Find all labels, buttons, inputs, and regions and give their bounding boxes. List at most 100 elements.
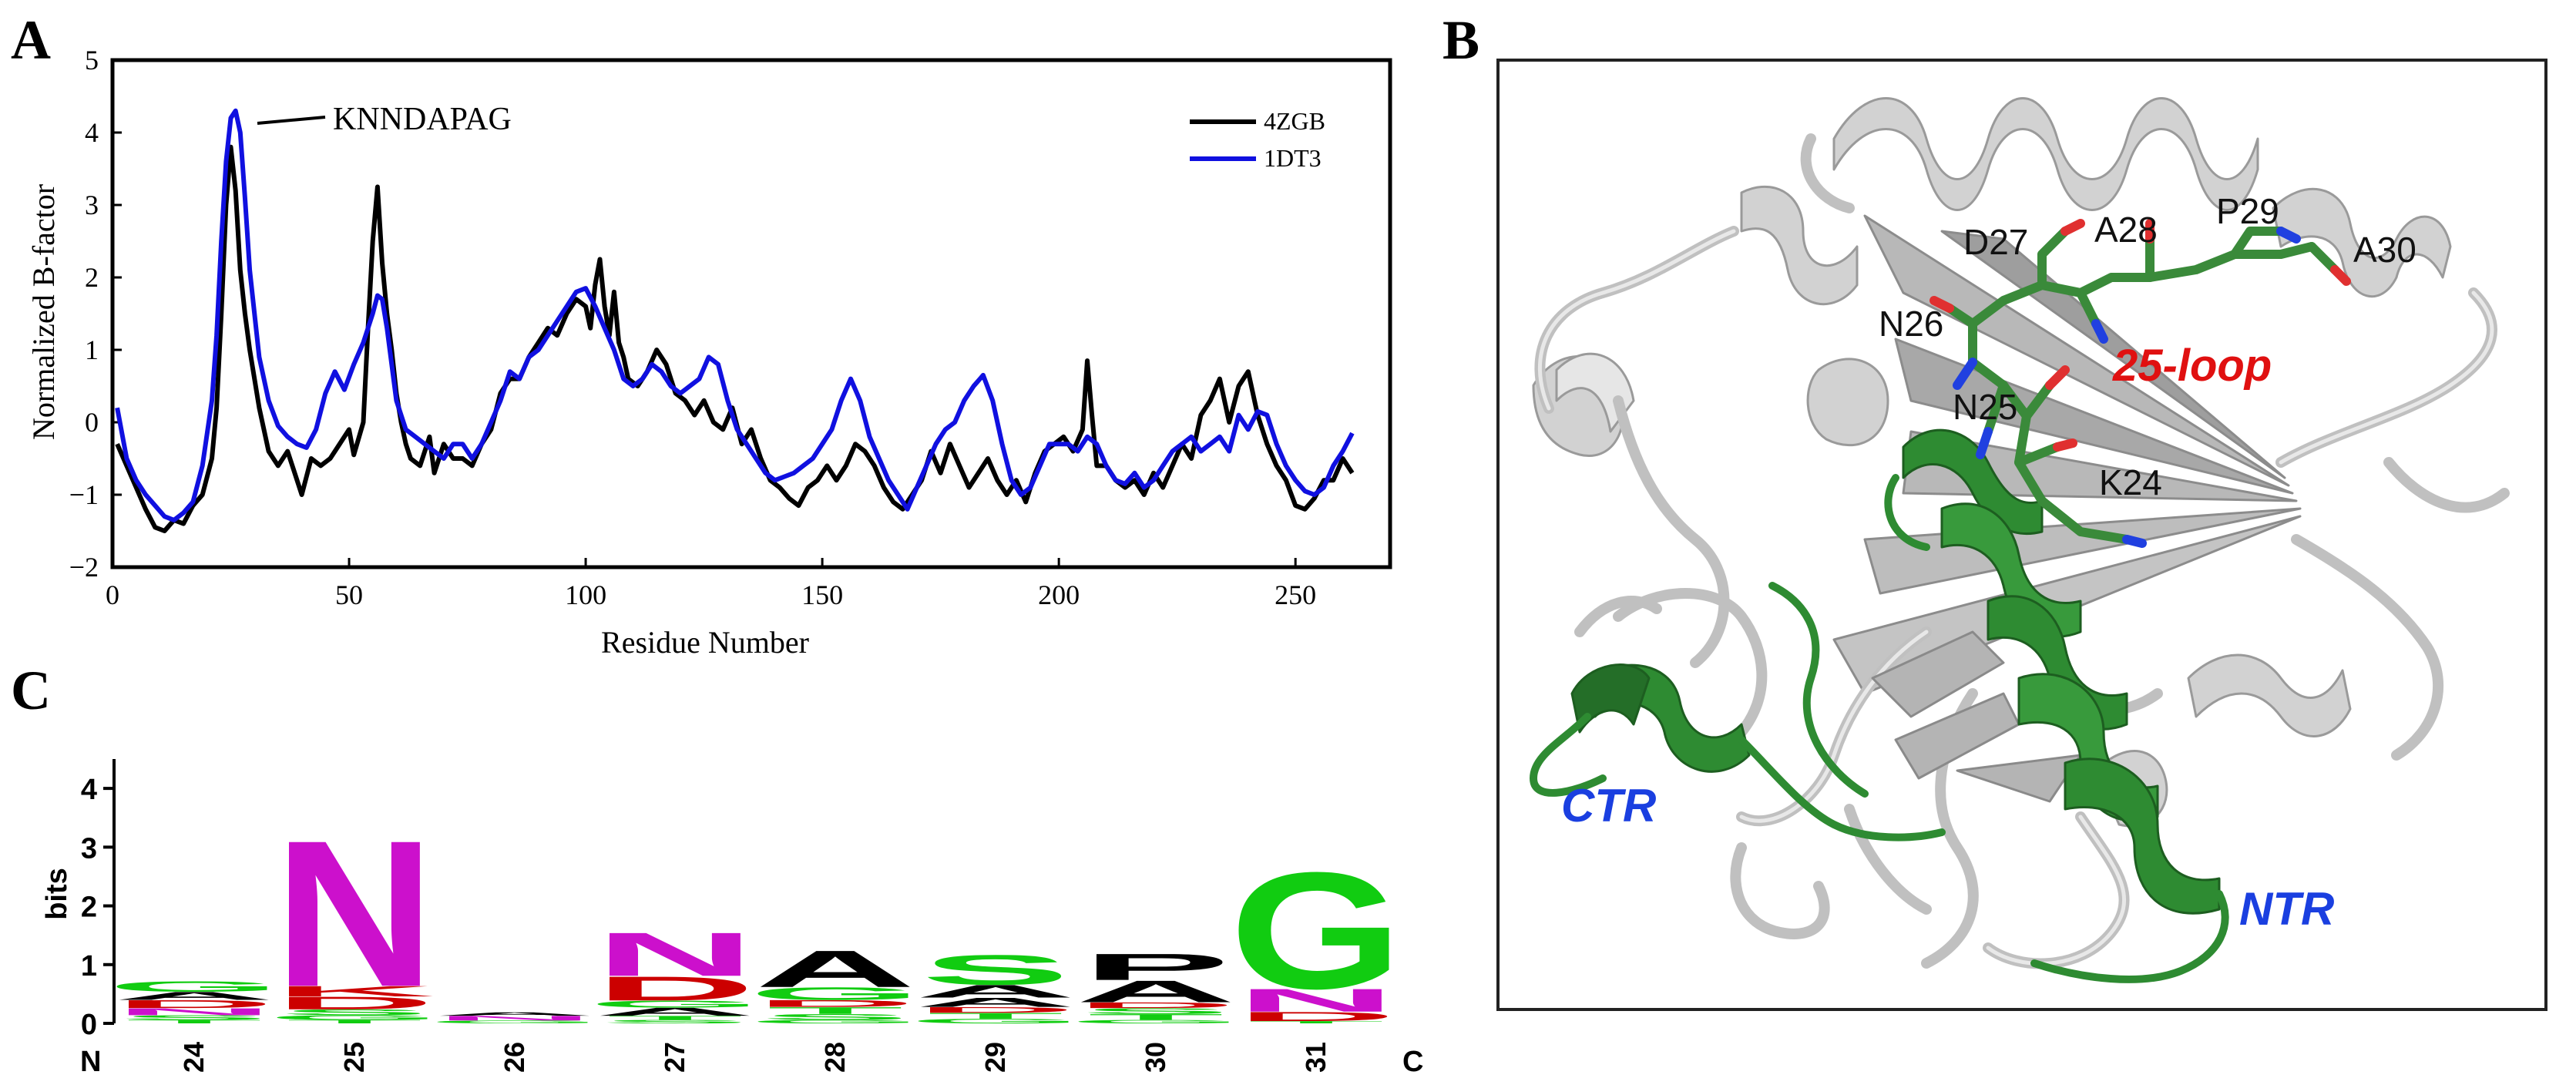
logo-y-axis-label: bits	[41, 868, 73, 920]
logo-letter-s: S	[120, 1014, 269, 1021]
loop-sticks	[1945, 227, 2339, 544]
logo-letter-s: S	[280, 1008, 429, 1017]
y-tick-label: 0	[85, 407, 99, 438]
y-tick-label: −2	[69, 552, 99, 583]
residue-label-d27: D27	[1963, 222, 2028, 262]
gray-helices	[1532, 97, 2452, 828]
panel-a-series	[115, 108, 1355, 533]
logo-letter-a: A	[915, 981, 1076, 1001]
logo-y-tick-label: 3	[81, 832, 97, 865]
x-tick-label: 250	[1275, 579, 1316, 610]
x-tick-label: 0	[106, 579, 119, 610]
protein-cartoon-structure-icon	[1530, 97, 2510, 983]
logo-y-tick-label: 2	[81, 892, 97, 924]
y-tick-label: 5	[85, 45, 99, 76]
logo-position-label: 30	[1140, 1042, 1171, 1073]
logo-letter-a: A	[755, 940, 916, 999]
panel-b: B	[1442, 9, 2547, 1011]
logo-letter-d: D	[114, 998, 275, 1010]
sequence-logo-positions: 24 25 26 27 28 29 30 31	[178, 1042, 1332, 1073]
logo-letter-t: T	[767, 1005, 903, 1016]
logo-letter-g: G	[1070, 1019, 1243, 1024]
sequence-logo-axis: 0 1 2 3 4	[81, 759, 116, 1041]
logo-letter-t: T	[1248, 1020, 1384, 1024]
logo-letter-a: A	[915, 995, 1076, 1009]
y-tick-label: 4	[85, 117, 99, 148]
terminus-label-ctr: CTR	[1561, 780, 1656, 831]
logo-c-terminus-label: C	[1402, 1046, 1423, 1078]
logo-position-label: 31	[1300, 1042, 1332, 1073]
x-axis-label: Residue Number	[601, 625, 809, 660]
logo-letter-s: S	[601, 1019, 750, 1024]
panel-label-b: B	[1442, 9, 1479, 71]
logo-letter-g: G	[589, 999, 762, 1009]
logo-letter-g: G	[428, 1019, 602, 1024]
green-helices	[1570, 428, 2221, 915]
logo-y-tick-label: 1	[81, 950, 97, 983]
logo-y-tick-label: 4	[81, 774, 97, 806]
residue-label-n25: N25	[1953, 387, 2017, 427]
logo-letter-g: G	[108, 979, 281, 995]
logo-letter-g: G	[268, 1014, 442, 1021]
logo-letter-t: T	[287, 1019, 422, 1024]
logo-letter-a: A	[595, 1006, 756, 1018]
logo-n-terminus-label: N	[80, 1046, 101, 1078]
logo-letter-t: T	[126, 1019, 262, 1024]
logo-letter-n: N	[114, 1006, 275, 1017]
terminus-label-ntr: NTR	[2239, 883, 2334, 935]
logo-position-label: 28	[819, 1042, 851, 1073]
logo-letter-g: G	[1230, 838, 1403, 1023]
green-loops	[1530, 474, 2229, 983]
legend-label-4zgb: 4ZGB	[1264, 107, 1325, 135]
x-tick-label: 100	[565, 579, 606, 610]
logo-letter-s: S	[922, 946, 1070, 993]
loop-label-25: 25-loop	[2112, 341, 2272, 391]
logo-letter-s: S	[1082, 1006, 1231, 1016]
series-line-1dt3	[115, 108, 1355, 522]
logo-letter-d: D	[1076, 1001, 1237, 1010]
logo-letter-n: N	[435, 1015, 596, 1022]
panel-label-a: A	[11, 9, 51, 71]
logo-letter-d: D	[1236, 1009, 1397, 1024]
panel-a: A 0 50 100 150 200 250 −2 −1 0 1 2 3 4 5 Residue Numb…	[11, 9, 1392, 660]
logo-letter-a: A	[435, 1011, 596, 1016]
logo-position-label: 25	[338, 1042, 370, 1073]
x-tick-label: 200	[1038, 579, 1080, 610]
logo-letter-p: P	[1082, 946, 1231, 988]
gray-strands-lower	[1871, 630, 2082, 803]
residue-label-p29: P29	[2216, 191, 2279, 231]
legend-label-1dt3: 1DT3	[1264, 144, 1322, 172]
gray-loops-shade	[1537, 229, 2494, 966]
x-tick-label: 50	[335, 579, 363, 610]
residue-label-a30: A30	[2353, 230, 2416, 270]
y-tick-label: 2	[85, 262, 99, 293]
logo-letter-d: D	[274, 993, 435, 1013]
x-tick-label: 150	[801, 579, 843, 610]
logo-letter-d: D	[755, 998, 916, 1009]
logo-letter-a: A	[114, 989, 275, 1002]
residue-label-n26: N26	[1879, 304, 1943, 344]
logo-position-label: 27	[659, 1042, 690, 1073]
logo-letter-t: T	[607, 1015, 743, 1021]
y-axis-label: Normalized B-factor	[26, 184, 61, 440]
logo-letter-g: G	[749, 1019, 922, 1024]
panel-a-axes: 0 50 100 150 200 250 −2 −1 0 1 2 3 4 5	[69, 45, 1392, 610]
annotation-leader-line	[257, 116, 326, 125]
logo-letter-g: G	[909, 1017, 1083, 1024]
logo-letter-n: N	[274, 797, 435, 1030]
logo-position-label: 29	[979, 1042, 1011, 1073]
logo-position-label: 26	[499, 1042, 530, 1073]
logo-letter-g: G	[749, 983, 922, 1003]
loop-atoms	[1929, 219, 2351, 548]
logo-letter-t: T	[928, 1011, 1063, 1020]
sequence-logo-stacks: TSNDAGTGSDKNGNASTAGDNGSTDGAGTDAASGTSDAPT…	[108, 797, 1403, 1030]
y-tick-label: 1	[85, 334, 99, 365]
panel-label-c: C	[11, 660, 51, 721]
residue-label-a28: A28	[2094, 210, 2158, 250]
residue-labels: D27 A28 P29 A30 N26 N25 K24	[1879, 191, 2416, 502]
logo-letter-k: K	[274, 983, 435, 999]
residue-label-k24: K24	[2099, 462, 2162, 502]
y-tick-label: −1	[69, 479, 99, 510]
